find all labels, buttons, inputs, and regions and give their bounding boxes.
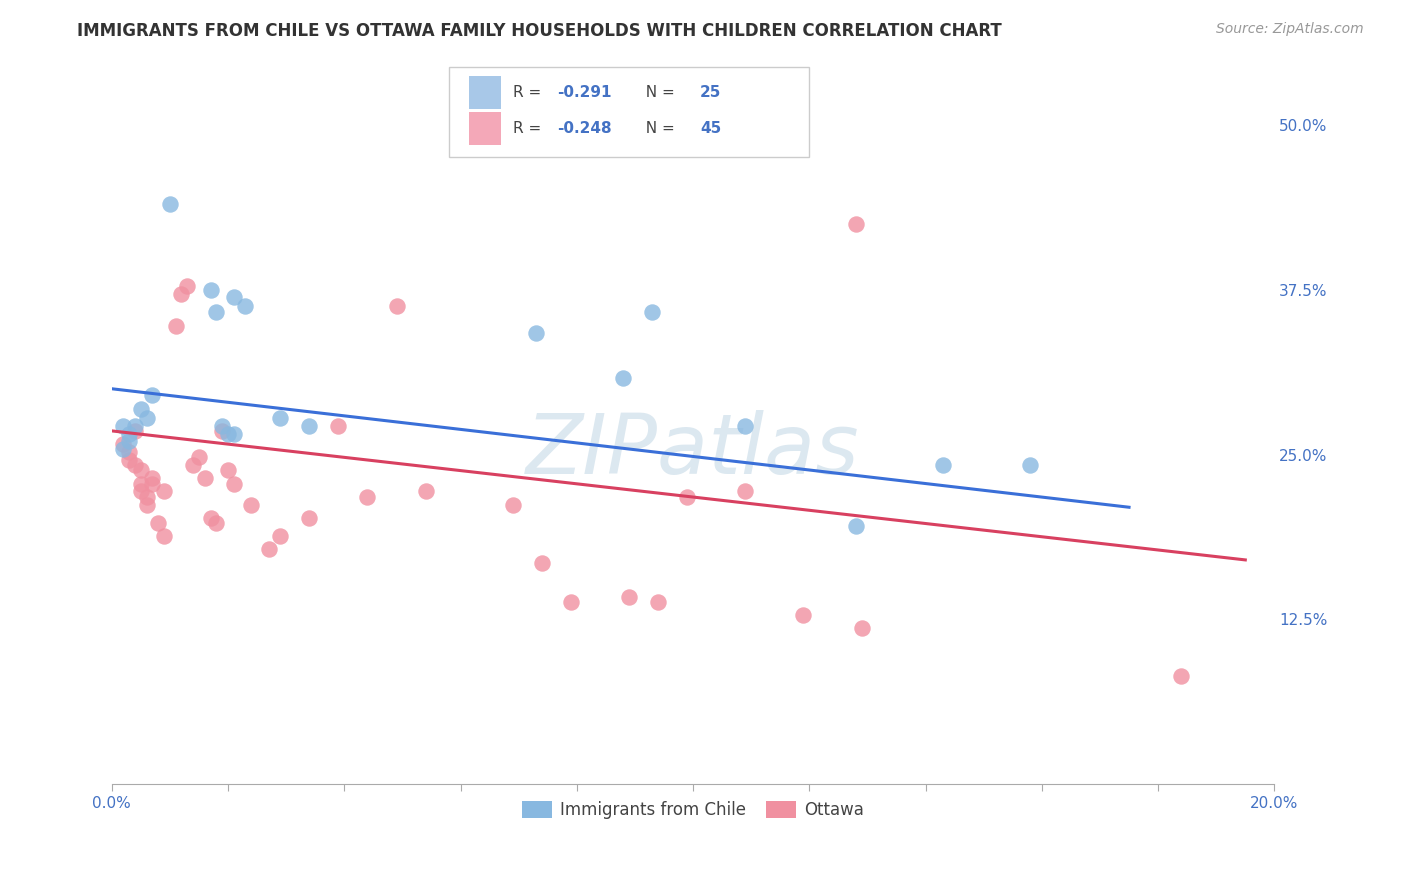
Point [129, 476, 152, 491]
Point [612, 371, 634, 385]
Text: R =: R = [513, 121, 546, 136]
Point [118, 426, 141, 441]
Point [269, 529, 291, 543]
Point [845, 518, 868, 533]
Point [530, 556, 553, 570]
Text: N =: N = [636, 85, 679, 100]
Point [124, 424, 146, 438]
Point [328, 418, 350, 433]
Point [187, 450, 209, 465]
Point [524, 326, 547, 341]
Point [222, 289, 245, 303]
Point [356, 490, 378, 504]
Point [159, 197, 181, 211]
Point [205, 305, 228, 319]
Point [194, 471, 217, 485]
Point [118, 434, 141, 449]
Point [222, 476, 245, 491]
Point [298, 510, 321, 524]
Point [135, 410, 157, 425]
Point [129, 401, 152, 416]
Point [211, 424, 233, 438]
Point [200, 283, 222, 297]
Point [153, 529, 176, 543]
Text: N =: N = [636, 121, 679, 136]
Point [211, 418, 233, 433]
Point [647, 595, 669, 609]
Legend: Immigrants from Chile, Ottawa: Immigrants from Chile, Ottawa [515, 795, 870, 826]
Point [502, 498, 524, 512]
Text: Source: ZipAtlas.com: Source: ZipAtlas.com [1216, 22, 1364, 37]
Bar [468, 112, 501, 145]
Point [124, 458, 146, 472]
Point [217, 463, 239, 477]
Point [124, 418, 146, 433]
Point [165, 318, 187, 333]
Point [269, 410, 291, 425]
Point [222, 426, 245, 441]
Point [118, 453, 141, 467]
Point [734, 484, 756, 499]
Point [415, 484, 437, 499]
Point [153, 484, 176, 499]
Point [851, 621, 873, 635]
Text: R =: R = [513, 85, 546, 100]
Point [1019, 458, 1042, 472]
Point [141, 471, 163, 485]
Point [135, 490, 157, 504]
Point [118, 445, 141, 459]
Bar [468, 76, 501, 109]
Point [845, 217, 868, 231]
Point [141, 476, 163, 491]
Point [148, 516, 170, 530]
Point [205, 516, 228, 530]
Point [932, 458, 955, 472]
Point [181, 458, 204, 472]
Point [135, 498, 157, 512]
Point [240, 498, 263, 512]
Point [560, 595, 582, 609]
Point [217, 426, 239, 441]
Point [298, 418, 321, 433]
Point [112, 442, 135, 457]
Text: ZIPatlas: ZIPatlas [526, 410, 860, 491]
Point [176, 279, 198, 293]
Text: -0.291: -0.291 [557, 85, 612, 100]
Point [385, 299, 408, 313]
Text: 45: 45 [700, 121, 721, 136]
Point [200, 510, 222, 524]
Point [141, 388, 163, 402]
Point [129, 463, 152, 477]
Point [170, 287, 193, 301]
Point [734, 418, 756, 433]
Text: 25: 25 [700, 85, 721, 100]
Point [792, 608, 814, 623]
FancyBboxPatch shape [449, 67, 810, 157]
Point [112, 437, 135, 451]
Point [641, 305, 664, 319]
Point [129, 484, 152, 499]
Point [112, 418, 135, 433]
Text: -0.248: -0.248 [557, 121, 612, 136]
Point [235, 299, 257, 313]
Point [676, 490, 699, 504]
Text: IMMIGRANTS FROM CHILE VS OTTAWA FAMILY HOUSEHOLDS WITH CHILDREN CORRELATION CHAR: IMMIGRANTS FROM CHILE VS OTTAWA FAMILY H… [77, 22, 1002, 40]
Point [1170, 669, 1192, 683]
Point [617, 590, 640, 604]
Point [257, 542, 280, 557]
